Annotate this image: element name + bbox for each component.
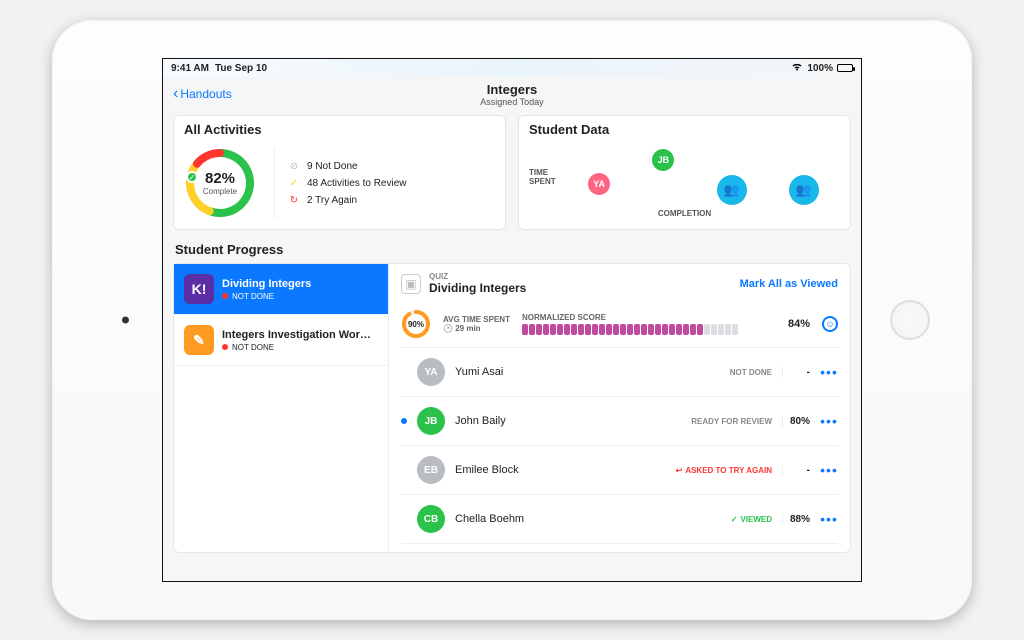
activity-detail: ▣ QUIZ Dividing Integers Mark All as Vie… bbox=[389, 264, 850, 552]
student-status: ✓ VIEWED bbox=[731, 515, 772, 524]
back-label: Handouts bbox=[180, 87, 231, 101]
page-title: Integers bbox=[163, 82, 861, 97]
student-progress-panel: K! Dividing Integers NOT DONE ✎ Integers… bbox=[173, 263, 851, 553]
battery-icon bbox=[837, 64, 853, 72]
student-avatar: CB bbox=[417, 505, 445, 533]
activity-name: Dividing Integers bbox=[222, 278, 378, 290]
stat-text: 9 Not Done bbox=[307, 161, 358, 172]
activity-list-item[interactable]: ✎ Integers Investigation Wor… NOT DONE bbox=[174, 315, 388, 366]
stat-text: 2 Try Again bbox=[307, 195, 357, 206]
chevron-left-icon: ‹ bbox=[173, 86, 178, 102]
page-subtitle: Assigned Today bbox=[163, 97, 861, 107]
time-spent-label: TIME SPENT bbox=[529, 168, 567, 186]
activity-summary-row: 90% AVG TIME SPENT 🕑 29 min NORMALIZED S… bbox=[401, 301, 838, 348]
check-icon: ✓ bbox=[186, 171, 198, 183]
stat-icon: ✓ bbox=[287, 178, 301, 189]
student-avatar: JB bbox=[417, 407, 445, 435]
student-avatar: EB bbox=[417, 456, 445, 484]
activity-stat: ✓ 48 Activities to Review bbox=[287, 178, 407, 189]
activity-status: NOT DONE bbox=[222, 292, 378, 301]
content-area: All Activities 82% Complete ✓ ⊘ 9 Not Don… bbox=[163, 111, 861, 563]
activity-type-label: QUIZ bbox=[429, 272, 526, 281]
student-name: Yumi Asai bbox=[455, 366, 720, 378]
avg-score-percent: 90% bbox=[401, 309, 431, 339]
student-avatar: YA bbox=[417, 358, 445, 386]
student-data-card: Student Data TIME SPENT YA JB 👥 👥 COMPLETIO… bbox=[518, 115, 851, 230]
student-row[interactable]: EB Emilee Block ↩ ASKED TO TRY AGAIN - •… bbox=[401, 446, 838, 495]
back-button[interactable]: ‹ Handouts bbox=[173, 86, 232, 102]
status-date: Tue Sep 10 bbox=[215, 63, 267, 74]
student-score: 88% bbox=[782, 514, 810, 525]
student-bubble[interactable]: YA bbox=[588, 173, 610, 195]
completion-donut: 82% Complete ✓ bbox=[184, 147, 256, 219]
stat-icon: ⊘ bbox=[287, 161, 301, 172]
student-row[interactable]: CB Chella Boehm ✓ VIEWED 88% ••• bbox=[401, 495, 838, 544]
app-icon: ✎ bbox=[184, 325, 214, 355]
screen: 9:41 AM Tue Sep 10 100% ‹ Handouts Integ… bbox=[162, 58, 862, 582]
activity-list: K! Dividing Integers NOT DONE ✎ Integers… bbox=[174, 264, 389, 552]
status-bar: 9:41 AM Tue Sep 10 100% bbox=[163, 59, 861, 77]
student-score: - bbox=[782, 465, 810, 476]
student-score: - bbox=[782, 367, 810, 378]
activity-status: NOT DONE bbox=[222, 343, 378, 352]
student-status: ↩ ASKED TO TRY AGAIN bbox=[676, 466, 772, 475]
avg-time-value: 29 min bbox=[455, 324, 480, 333]
image-icon: ▣ bbox=[401, 274, 421, 294]
more-button[interactable]: ••• bbox=[820, 462, 838, 478]
stat-icon: ↻ bbox=[287, 195, 301, 206]
all-activities-heading: All Activities bbox=[174, 116, 505, 141]
smile-icon: ☺ bbox=[822, 316, 838, 332]
student-name: Emilee Block bbox=[455, 464, 666, 476]
completion-percent: 82% bbox=[205, 170, 235, 187]
activity-stat: ↻ 2 Try Again bbox=[287, 195, 407, 206]
wifi-icon bbox=[791, 62, 803, 74]
ipad-device-frame: 9:41 AM Tue Sep 10 100% ‹ Handouts Integ… bbox=[52, 20, 972, 620]
student-status: READY FOR REVIEW bbox=[691, 417, 772, 426]
divider bbox=[274, 147, 275, 219]
more-button[interactable]: ••• bbox=[820, 364, 838, 380]
student-name: Chella Boehm bbox=[455, 513, 721, 525]
clock-icon: 🕑 bbox=[443, 324, 453, 333]
status-time: 9:41 AM bbox=[171, 63, 209, 74]
all-activities-card: All Activities 82% Complete ✓ ⊘ 9 Not Don… bbox=[173, 115, 506, 230]
student-bubble[interactable]: 👥 bbox=[789, 175, 819, 205]
activity-detail-title: Dividing Integers bbox=[429, 281, 526, 295]
nav-bar: ‹ Handouts Integers Assigned Today bbox=[163, 77, 861, 111]
student-score: 80% bbox=[782, 416, 810, 427]
activity-name: Integers Investigation Wor… bbox=[222, 329, 378, 341]
activity-list-item[interactable]: K! Dividing Integers NOT DONE bbox=[174, 264, 388, 315]
more-button[interactable]: ••• bbox=[820, 413, 838, 429]
mark-all-viewed-button[interactable]: Mark All as Viewed bbox=[740, 278, 838, 290]
activity-stat: ⊘ 9 Not Done bbox=[287, 161, 407, 172]
student-data-heading: Student Data bbox=[519, 116, 850, 141]
completion-label: Complete bbox=[203, 187, 237, 196]
camera-dot bbox=[122, 317, 129, 324]
avg-time-label: AVG TIME SPENT bbox=[443, 315, 510, 324]
normalized-score-value: 84% bbox=[788, 318, 810, 330]
student-bubble[interactable]: JB bbox=[652, 149, 674, 171]
battery-percent: 100% bbox=[807, 63, 833, 74]
student-name: John Baily bbox=[455, 415, 681, 427]
student-row[interactable]: YA Yumi Asai NOT DONE - ••• bbox=[401, 348, 838, 397]
avg-score-donut: 90% bbox=[401, 309, 431, 339]
normalized-score-label: NORMALIZED SCORE bbox=[522, 313, 770, 322]
student-status: NOT DONE bbox=[730, 368, 772, 377]
completion-axis-label: COMPLETION bbox=[529, 209, 840, 218]
student-bubble[interactable]: 👥 bbox=[717, 175, 747, 205]
unread-dot-icon bbox=[401, 418, 407, 424]
home-button[interactable] bbox=[890, 300, 930, 340]
more-button[interactable]: ••• bbox=[820, 511, 838, 527]
stat-text: 48 Activities to Review bbox=[307, 178, 407, 189]
app-icon: K! bbox=[184, 274, 214, 304]
student-progress-heading: Student Progress bbox=[175, 242, 849, 257]
student-row[interactable]: JB John Baily READY FOR REVIEW 80% ••• bbox=[401, 397, 838, 446]
